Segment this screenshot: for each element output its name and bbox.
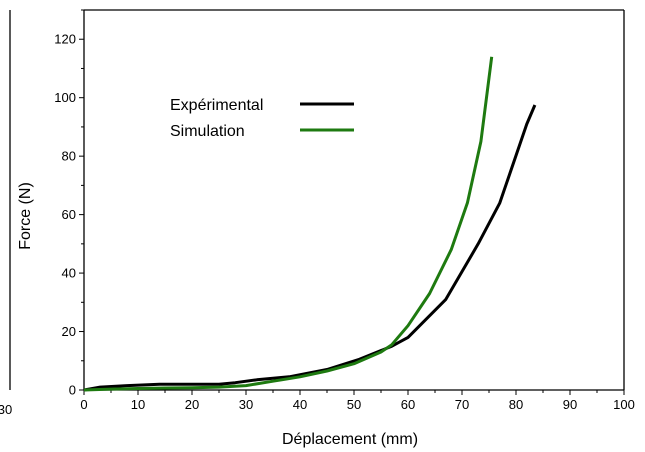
series-line bbox=[83, 56, 494, 392]
left-fragment-tick-label: 30 bbox=[0, 402, 12, 417]
legend-label: Simulation bbox=[170, 123, 245, 140]
x-tick-label: 20 bbox=[185, 397, 199, 412]
y-tick-label: 40 bbox=[62, 266, 76, 281]
tick-marks bbox=[79, 9, 625, 395]
x-tick-labels: 0 10 20 30 40 50 60 70 80 90 100 bbox=[80, 397, 634, 412]
x-tick-label: 40 bbox=[293, 397, 307, 412]
x-tick-label: 30 bbox=[239, 397, 253, 412]
legend-box bbox=[147, 90, 369, 146]
x-tick-label: 50 bbox=[347, 397, 361, 412]
x-tick-label: 80 bbox=[509, 397, 523, 412]
y-tick-labels: 0 20 40 60 80 100 120 bbox=[54, 32, 76, 398]
y-tick-label: 80 bbox=[62, 149, 76, 164]
y-axis-label: Force (N) bbox=[17, 182, 34, 250]
y-tick-label: 120 bbox=[54, 32, 76, 47]
y-tick-label: 0 bbox=[69, 383, 76, 398]
y-tick-label: 60 bbox=[62, 207, 76, 222]
x-tick-label: 60 bbox=[401, 397, 415, 412]
x-tick-label: 100 bbox=[613, 397, 635, 412]
y-tick-label: 20 bbox=[62, 324, 76, 339]
legend-label: Expérimental bbox=[170, 97, 263, 114]
axes bbox=[9, 9, 625, 391]
x-tick-label: 10 bbox=[131, 397, 145, 412]
x-tick-label: 0 bbox=[80, 397, 87, 412]
x-axis-label: Déplacement (mm) bbox=[282, 431, 418, 448]
series-lines bbox=[83, 56, 537, 392]
x-tick-label: 70 bbox=[455, 397, 469, 412]
y-tick-label: 100 bbox=[54, 90, 76, 105]
legend: Expérimental Simulation bbox=[147, 90, 369, 146]
x-tick-label: 90 bbox=[563, 397, 577, 412]
series-line bbox=[83, 104, 537, 392]
